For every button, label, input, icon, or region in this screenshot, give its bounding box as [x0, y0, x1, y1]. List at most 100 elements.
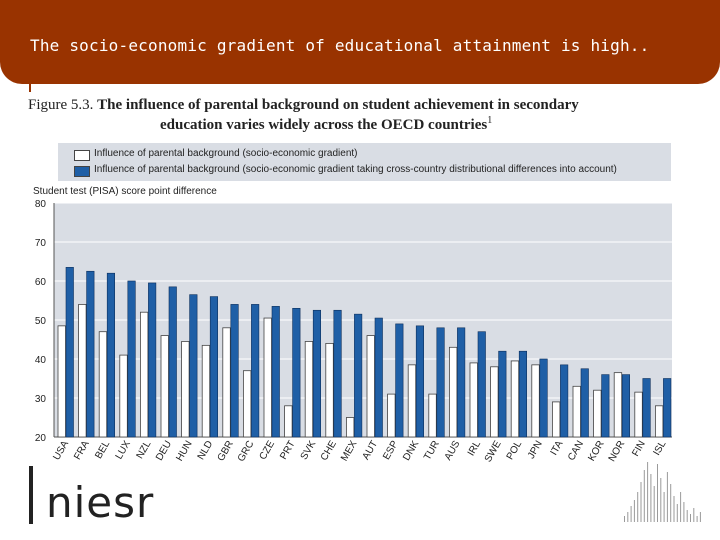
- bar-gradient-esp: [387, 393, 396, 438]
- barcode-stroke: [673, 496, 675, 522]
- bar-gradient-kor: [593, 389, 602, 438]
- bar-gradient-fra: [78, 303, 87, 438]
- bar-gradient-aus: [448, 346, 458, 438]
- y-tick-label: 50: [35, 316, 47, 327]
- bar-gradient-fin: [634, 391, 643, 438]
- barcode-stroke: [680, 492, 682, 522]
- bar-gradient-pol: [510, 360, 520, 438]
- y-tick-label: 20: [35, 433, 47, 444]
- bar-adjusted-tur: [436, 327, 445, 438]
- bar-adjusted-mex: [354, 313, 363, 438]
- bar-gradient-che: [325, 342, 334, 438]
- bar-adjusted-prt: [292, 307, 301, 438]
- x-tick-label: IRL: [466, 439, 484, 458]
- x-tick-label: GRC: [236, 439, 257, 464]
- bar-adjusted-nld: [209, 296, 218, 438]
- x-tick-label: DEU: [154, 439, 174, 463]
- bar-adjusted-aut: [374, 317, 383, 438]
- bar-adjusted-bel: [106, 272, 115, 438]
- x-tick-label: CZE: [258, 439, 278, 462]
- legend-swatch-blue: [74, 166, 90, 177]
- bar-gradient-nld: [201, 344, 211, 438]
- x-tick-label: CHE: [319, 439, 339, 463]
- bar-gradient-grc: [242, 370, 252, 438]
- figure-title: Figure 5.3. The influence of parental ba…: [28, 97, 688, 133]
- bar-gradient-nor: [613, 372, 623, 438]
- x-tick-label: TUR: [422, 439, 442, 462]
- decorative-barcode-graphic: [624, 462, 701, 522]
- x-tick-label: POL: [505, 439, 525, 462]
- figure-number: Figure 5.3.: [28, 97, 94, 113]
- bar-adjusted-lux: [127, 280, 136, 438]
- barcode-stroke: [676, 504, 678, 522]
- x-tick-label: DNK: [401, 439, 421, 463]
- barcode-stroke: [653, 486, 655, 522]
- figure-title-line-1: The influence of parental background on …: [97, 97, 579, 113]
- barcode-stroke: [670, 484, 672, 522]
- bar-gradient-isl: [655, 405, 664, 438]
- slide-title: The socio-economic gradient of education…: [30, 36, 650, 55]
- bar-adjusted-esp: [395, 323, 404, 438]
- barcode-stroke: [660, 478, 662, 522]
- bar-adjusted-swe: [498, 350, 507, 438]
- barcode-stroke: [696, 516, 698, 522]
- x-tick-label: CAN: [566, 439, 586, 463]
- y-axis-title: Student test (PISA) score point differen…: [33, 186, 217, 197]
- bar-adjusted-fin: [642, 378, 651, 438]
- bar-gradient-ita: [552, 401, 561, 438]
- bar-adjusted-che: [333, 309, 342, 438]
- barcode-stroke: [647, 462, 649, 522]
- bar-gradient-cze: [263, 317, 272, 438]
- bar-gradient-dnk: [407, 364, 417, 438]
- barcode-stroke: [666, 472, 668, 522]
- barcode-stroke: [699, 512, 701, 522]
- barcode-stroke: [637, 492, 639, 522]
- bar-adjusted-can: [580, 368, 589, 438]
- x-tick-label: HUN: [174, 439, 194, 463]
- bar-gradient-deu: [160, 335, 169, 438]
- x-tick-label: GBR: [216, 439, 236, 463]
- bar-adjusted-pol: [518, 350, 528, 438]
- bar-adjusted-usa: [65, 267, 74, 438]
- x-tick-label: ISL: [651, 439, 668, 458]
- bar-gradient-svk: [304, 341, 314, 438]
- x-tick-label: MEX: [339, 439, 360, 464]
- legend-entry-gradient: Influence of parental background (socio-…: [74, 148, 358, 162]
- legend-label-adjusted: Influence of parental background (socio-…: [94, 164, 617, 175]
- barcode-stroke: [630, 506, 632, 522]
- barcode-stroke: [650, 474, 652, 522]
- y-tick-label: 30: [35, 394, 47, 405]
- footnote-marker: 1: [487, 115, 493, 126]
- bar-gradient-usa: [57, 325, 66, 438]
- bar-adjusted-deu: [168, 286, 177, 438]
- bar-adjusted-gbr: [230, 304, 239, 438]
- x-tick-label: FRA: [72, 439, 92, 462]
- bar-gradient-gbr: [222, 327, 231, 438]
- y-tick-label: 40: [35, 355, 47, 366]
- figure-title-line-2: education varies widely across the OECD …: [160, 117, 488, 133]
- bar-gradient-jpn: [531, 364, 540, 438]
- bar-adjusted-nor: [621, 374, 631, 438]
- bar-adjusted-ita: [560, 364, 569, 438]
- x-tick-label: BEL: [93, 439, 112, 461]
- barcode-stroke: [633, 500, 635, 522]
- x-tick-label: PRT: [278, 439, 297, 462]
- legend-entry-adjusted: Influence of parental background (socio-…: [74, 164, 617, 178]
- y-tick-label: 80: [35, 199, 47, 210]
- x-tick-label: SWE: [483, 439, 504, 465]
- bar-adjusted-hun: [189, 294, 198, 438]
- barcode-stroke: [663, 492, 665, 522]
- bar-adjusted-kor: [601, 374, 610, 438]
- logo-bar: [29, 466, 33, 524]
- barcode-stroke: [643, 470, 645, 522]
- x-tick-label: NLD: [196, 439, 216, 462]
- bar-adjusted-svk: [312, 309, 322, 438]
- barcode-stroke: [657, 464, 658, 522]
- bar-gradient-swe: [490, 366, 499, 438]
- x-tick-label: FIN: [630, 439, 648, 458]
- bar-gradient-hun: [181, 341, 190, 438]
- bar-adjusted-isl: [663, 378, 672, 438]
- x-tick-label: SVK: [299, 439, 319, 462]
- barcode-stroke: [693, 508, 695, 522]
